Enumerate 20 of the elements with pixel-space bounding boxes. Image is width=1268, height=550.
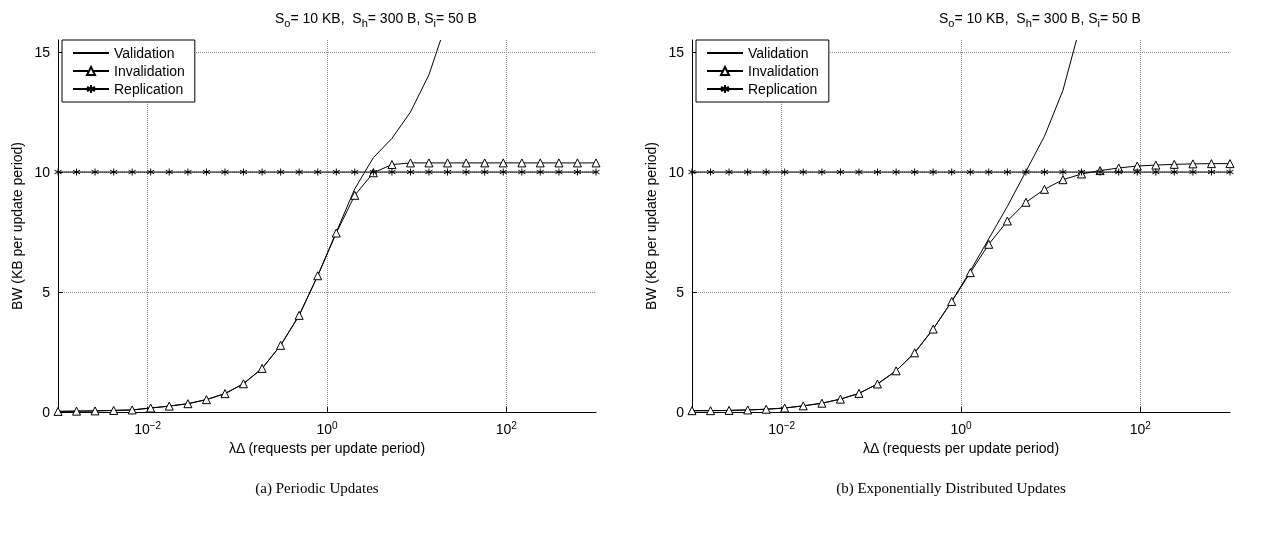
x-axis-title: λΔ (requests per update period) (228, 440, 426, 456)
text: (b) Exponentially Distributed Updates (835, 480, 1067, 497)
y-tick-label: 0 (676, 404, 685, 421)
y-tick-label: 5 (676, 284, 685, 301)
legend-label: Validation (114, 45, 175, 61)
y-tick-label: 5 (42, 284, 51, 301)
y-axis-title: BW (KB per update period) (8, 142, 25, 311)
y-axis-title: BW (KB per update period) (642, 142, 659, 311)
legend-label: Invalidation (114, 63, 185, 79)
y-tick-label: 0 (42, 404, 51, 421)
y-tick-label: 15 (668, 44, 685, 60)
legend-label: Validation (748, 45, 809, 61)
y-tick-label: 15 (34, 44, 51, 60)
legend-label: Invalidation (748, 63, 819, 79)
y-tick-label: 10 (668, 164, 685, 181)
legend-label: Replication (114, 81, 184, 97)
y-tick-label: 10 (34, 164, 51, 181)
text: (a) Periodic Updates (254, 480, 380, 497)
legend-label: Replication (748, 81, 818, 97)
x-axis-title: λΔ (requests per update period) (862, 440, 1060, 456)
